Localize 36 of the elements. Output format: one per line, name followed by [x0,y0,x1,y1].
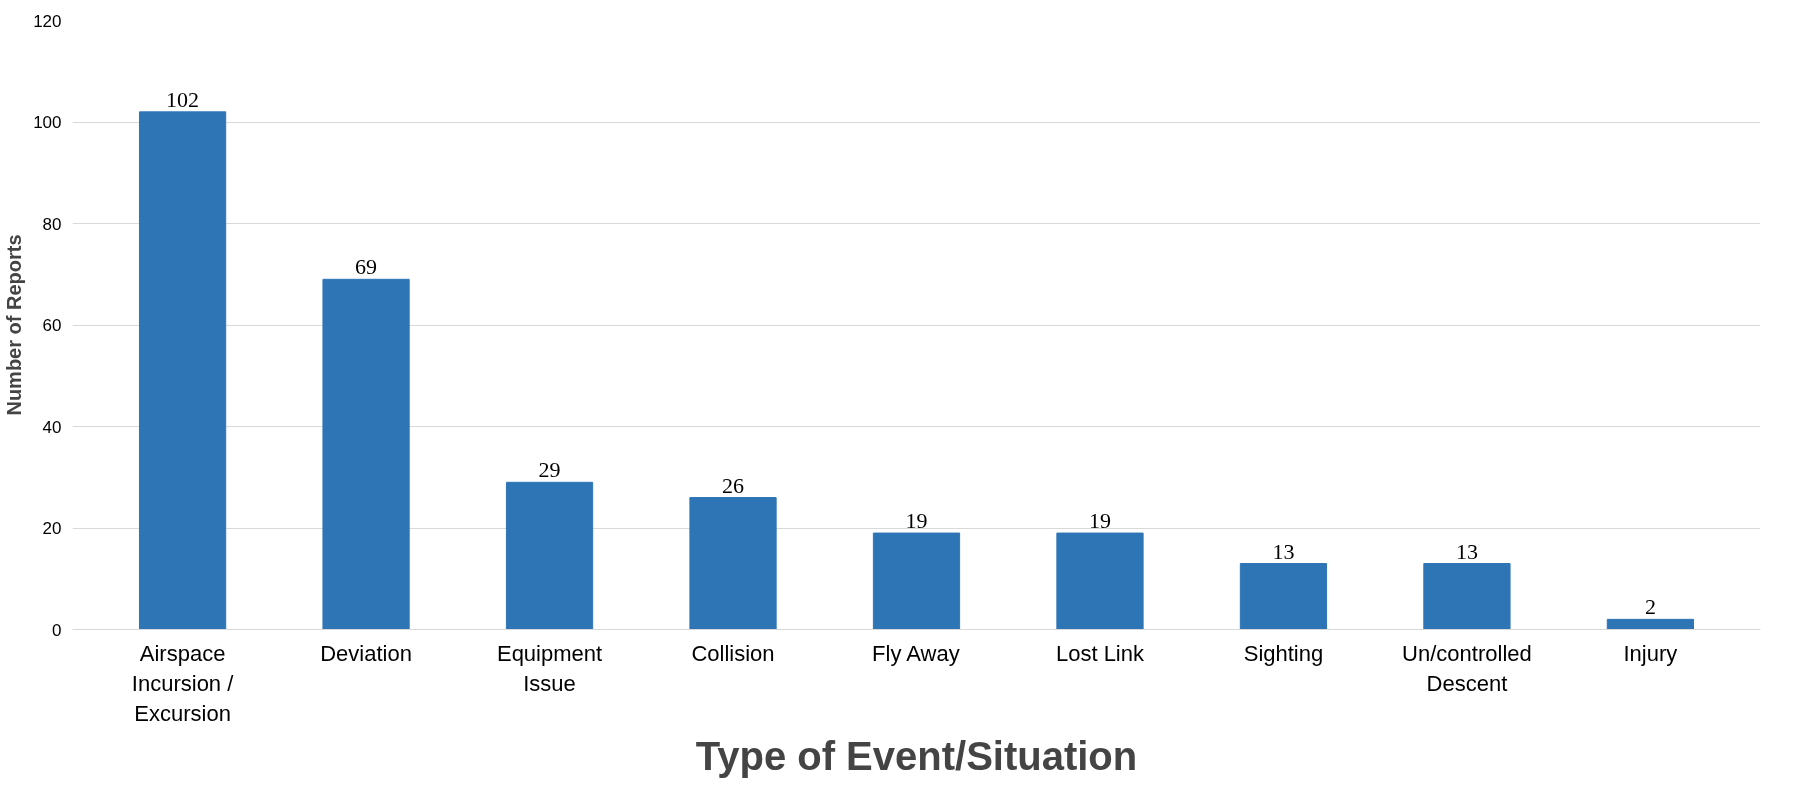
x-tick-label: Fly Away [872,640,960,666]
x-tick-label: Injury [1623,640,1678,666]
data-label: 13 [1455,538,1478,564]
y-tick-label: 120 [33,11,62,31]
data-label: 29 [538,457,561,483]
x-tick-label: Lost Link [1055,640,1146,666]
bar [322,278,410,630]
x-tick-label: Equipment Issue [496,640,603,696]
bar [138,111,227,630]
data-label: 26 [722,472,745,498]
bar [505,481,594,630]
y-tick-label: 100 [33,113,62,132]
bar [689,497,777,630]
x-tick-label: Sighting [1243,640,1324,666]
y-tick-label: 80 [42,214,62,234]
x-tick-label: Un/controlled Descent [1402,640,1532,696]
y-tick-label: 0 [52,620,62,640]
data-label: 2 [1644,594,1656,620]
bar [1423,563,1511,630]
x-tick-label: Airspace Incursion / Excursion [131,640,235,726]
y-tick-label: 60 [42,316,62,335]
bar [872,532,961,630]
y-axis-title: Number of Reports [3,234,26,416]
data-label: 102 [166,86,200,112]
x-tick-label: Collision [691,640,775,666]
y-tick-label: 20 [42,519,62,538]
y-tick-label: 40 [42,417,62,437]
bar [1239,563,1328,630]
data-label: 19 [905,508,928,534]
data-label: 69 [355,254,378,280]
x-axis-title: Type of Event/Situation [695,733,1138,778]
bar [1606,618,1695,630]
bar [1056,532,1144,630]
data-label: 19 [1088,508,1111,534]
x-tick-label: Deviation [320,640,412,666]
data-label: 13 [1272,538,1295,564]
